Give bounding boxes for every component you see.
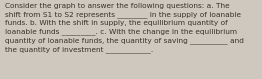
- Text: Consider the graph to answer the following​ questions: a. The
shift from S1 to S: Consider the graph to answer the followi…: [5, 3, 244, 53]
